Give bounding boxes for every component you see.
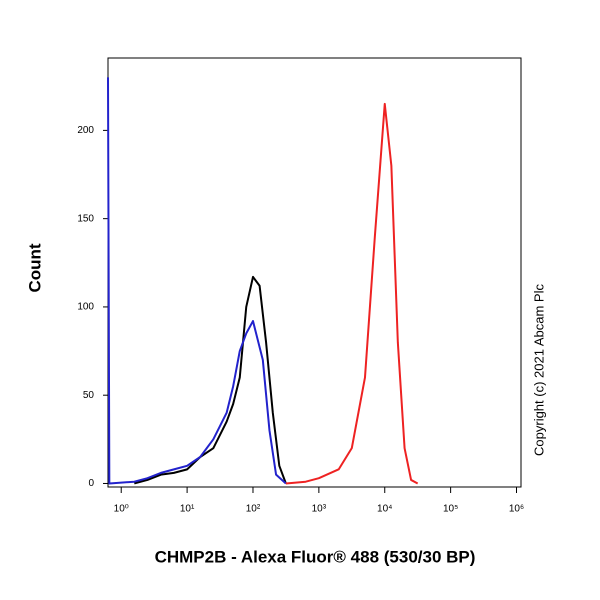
x-tick-label: 10²	[246, 504, 261, 515]
y-tick-label: 100	[77, 302, 94, 313]
y-tick-label: 0	[88, 478, 94, 489]
x-axis-label: CHMP2B - Alexa Fluor® 488 (530/30 BP)	[155, 547, 476, 566]
plot-frame	[107, 57, 522, 488]
x-tick-label: 10³	[312, 504, 327, 515]
y-tick-label: 50	[83, 390, 95, 401]
x-tick-label: 10⁶	[509, 504, 524, 515]
histogram-line	[285, 102, 419, 485]
copyright: Copyright (c) 2021 Abcam Plc	[531, 284, 546, 456]
y-tick-label: 150	[77, 213, 94, 224]
x-tick-label: 10⁵	[443, 504, 458, 515]
y-tick-label: 200	[77, 125, 94, 136]
x-tick-label: 10⁰	[114, 504, 129, 515]
x-tick-label: 10¹	[180, 504, 195, 515]
histogram-line	[134, 275, 287, 485]
y-axis-label: Count	[25, 243, 44, 292]
histogram-line	[107, 77, 287, 485]
x-tick-label: 10⁴	[377, 504, 392, 515]
